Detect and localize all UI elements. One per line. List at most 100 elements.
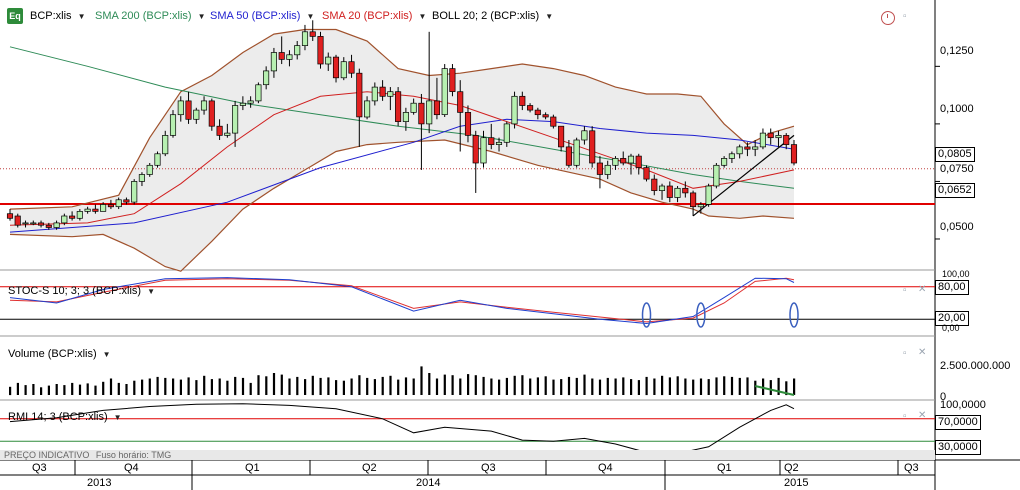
close-icon[interactable]: ✕ [918,347,927,358]
candle-down [123,199,130,203]
year-label: 2013 [87,477,112,489]
candle-up [364,100,371,118]
timezone-note: Fuso horário: TMG [95,450,172,460]
volume-bar [141,379,144,395]
rmi-line [9,403,795,455]
quarter-label: Q3 [481,462,496,474]
volume-bar [575,377,578,395]
candle-up [511,95,518,125]
volume-bar [435,378,439,395]
volume-bar [304,379,307,395]
candle-up [255,84,262,102]
rmi-line [0,403,935,455]
volume-bar [156,376,159,396]
volume-bar [311,375,314,396]
equity-icon[interactable]: Eq [7,8,23,24]
volume-bar [265,376,268,395]
candle-down [317,36,324,65]
last-price-box: 0,0805 [935,147,975,162]
volume-bar [249,382,252,395]
volume-bar [40,387,43,395]
rmi-label: RMI 14; 3 (BCP:xlis) [8,411,108,423]
candle-up [154,153,161,166]
candle-down [464,112,472,136]
close-icon[interactable]: ✕ [918,284,927,295]
stoch-legend[interactable]: STOC-S 10; 3; 3 (BCP:xlis) ▼ [8,285,155,297]
candle-up [387,91,394,97]
chevron-down-icon[interactable]: ▼ [102,349,111,359]
rmi-legend[interactable]: RMI 14; 3 (BCP:xlis) ▼ [8,411,122,423]
volume-bar [350,378,353,395]
chevron-down-icon[interactable]: ▼ [418,11,427,21]
volume-bar [47,385,50,395]
volume-bar [668,377,671,395]
volume-bar [622,377,625,395]
volume-bar [412,378,415,395]
price-note: PREÇO INDICATIVO [4,450,90,460]
maximize-icon[interactable]: ▫ [903,411,907,422]
chevron-down-icon[interactable]: ▼ [113,412,122,422]
candle-down [565,146,572,166]
volume-bar [451,375,454,395]
volume-bar [381,376,384,396]
close-icon[interactable]: ✕ [918,410,927,421]
volume-legend[interactable]: Volume (BCP:xlis) ▼ [8,348,111,360]
volume-bar [544,376,547,395]
symbol-legend[interactable]: BCP:xlis ▼ [30,10,85,22]
candle-down [348,61,355,74]
chevron-down-icon[interactable]: ▼ [545,11,554,21]
rmi-lower-box: 30,0000 [935,440,981,455]
chevron-down-icon[interactable]: ▼ [147,286,155,296]
maximize-icon[interactable]: ▫ [903,348,907,359]
candle-up [247,100,254,104]
boll-legend[interactable]: BOLL 20; 2 (BCP:xlis) ▼ [432,10,553,22]
volume-bar [715,377,718,395]
volume-bar [296,376,299,396]
volume-bar [319,377,322,395]
volume-bar [24,385,27,395]
candle-up [736,146,743,155]
candle-down [216,125,223,136]
volume-bar [358,375,361,395]
volume-bar [404,377,408,395]
sma50-legend[interactable]: SMA 50 (BCP:xlis) ▼ [210,10,314,22]
quarter-label: Q2 [784,462,799,474]
sma200-legend[interactable]: SMA 200 (BCP:xlis) ▼ [95,10,206,22]
candle-down [418,102,425,125]
volume-bar [272,373,276,395]
volume-bar [218,378,221,395]
volume-tick: 2.500.000.000 [940,360,1011,372]
rmi-top-tick: 100,0000 [940,399,986,411]
volume-bar [684,378,687,395]
chevron-down-icon[interactable]: ▼ [306,11,315,21]
candle-down [45,224,52,228]
candle-up [224,132,231,136]
candle-up [239,102,246,106]
bollinger-band-fill [10,29,794,272]
quarter-label: Q1 [717,462,732,474]
maximize-icon[interactable]: ▫ [903,285,907,296]
quarter-label: Q4 [124,462,139,474]
candle-down [472,135,479,164]
quarter-label: Q2 [362,462,377,474]
volume-bar [117,382,120,395]
clock-icon[interactable] [881,11,895,25]
sma20-legend[interactable]: SMA 20 (BCP:xlis) ▼ [322,10,426,22]
volume-bar [777,377,780,395]
candle-up [674,187,681,198]
chevron-down-icon[interactable]: ▼ [197,11,206,21]
price-tick: 0,0500 [940,221,974,233]
candle-up [84,208,91,212]
volume-bar [653,378,656,395]
chevron-down-icon[interactable]: ▼ [77,11,86,21]
volume-zero-tick: 0 [940,391,947,403]
volume-bar [195,380,198,395]
stoch-highlight-ellipse [696,302,706,328]
candle-up [713,164,720,187]
volume-bar [71,382,74,395]
candle-down [767,132,774,139]
stoch-top-tick: 100,00 [942,269,970,279]
volume-bar [769,380,772,395]
symbol-label: BCP:xlis [30,10,72,22]
maximize-icon[interactable]: ▫ [903,11,907,22]
